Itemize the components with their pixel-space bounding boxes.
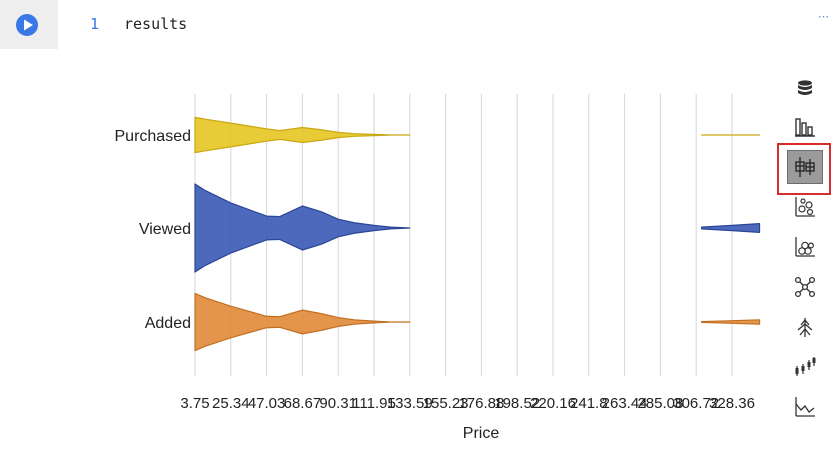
code-line[interactable]: 1 results [90, 14, 187, 34]
x-tick-label: 241.8 [570, 395, 608, 412]
x-axis-label: Price [463, 425, 500, 442]
run-cell-button[interactable] [16, 14, 38, 36]
x-tick-label: 47.03 [248, 395, 286, 412]
box-plot-icon [795, 157, 815, 177]
violin-viewed [701, 223, 761, 233]
area-chart-button[interactable] [787, 390, 823, 424]
database-button[interactable] [787, 72, 823, 106]
x-tick-label: 176.88 [458, 395, 504, 412]
bar-chart-icon [795, 118, 815, 137]
x-tick-label: 155.23 [423, 395, 469, 412]
x-tick-label: 220.16 [530, 395, 576, 412]
category-label: Added [145, 315, 191, 332]
run-gutter [0, 0, 58, 49]
line-number: 1 [90, 15, 100, 33]
violin-added [701, 319, 761, 325]
violin-viewed [194, 183, 411, 273]
violin-purchased [194, 116, 411, 154]
network-graph-icon [794, 276, 816, 298]
bubble-chart-button[interactable] [787, 230, 823, 264]
violin-chart: Purchased Viewed Added 3.75 25.34 47.03 68.67 9… [0, 80, 775, 451]
category-label: Purchased [115, 128, 192, 145]
area-chart-icon [795, 397, 815, 417]
x-tick-label: 3.75 [180, 395, 209, 412]
x-tick-label: 306.72 [673, 395, 719, 412]
chart-svg: Purchased Viewed Added 3.75 25.3447.0368.679… [115, 94, 761, 442]
x-tick-label: 285.08 [637, 395, 683, 412]
chart-type-toolbar [785, 72, 825, 432]
x-tick-label: 133.59 [387, 395, 433, 412]
x-tick-label: 263.44 [602, 395, 648, 412]
code-text[interactable]: results [124, 15, 188, 33]
bubble-chart-icon [795, 237, 815, 257]
x-tick-label: 198.52 [494, 395, 540, 412]
candlestick-button[interactable] [787, 350, 823, 384]
box-plot-button[interactable] [787, 150, 823, 184]
tree-button[interactable] [787, 310, 823, 344]
x-tick-label: 68.67 [284, 395, 322, 412]
category-label: Viewed [139, 221, 191, 238]
play-icon [24, 19, 33, 31]
tree-icon [797, 318, 813, 337]
database-icon [798, 80, 812, 95]
x-tick-label: 328.36 [709, 395, 755, 412]
x-tick-label: 111.95 [352, 395, 396, 412]
x-tick-label: 90.31 [319, 395, 357, 412]
scatter-plot-icon [795, 197, 815, 217]
violin-added [194, 292, 411, 352]
scatter-plot-button[interactable] [787, 190, 823, 224]
candlestick-icon [795, 357, 816, 376]
cell-more-button[interactable]: ⋯ [818, 11, 830, 23]
bar-chart-button[interactable] [787, 110, 823, 144]
x-tick-label: 25.34 [212, 395, 250, 412]
network-graph-button[interactable] [787, 270, 823, 304]
